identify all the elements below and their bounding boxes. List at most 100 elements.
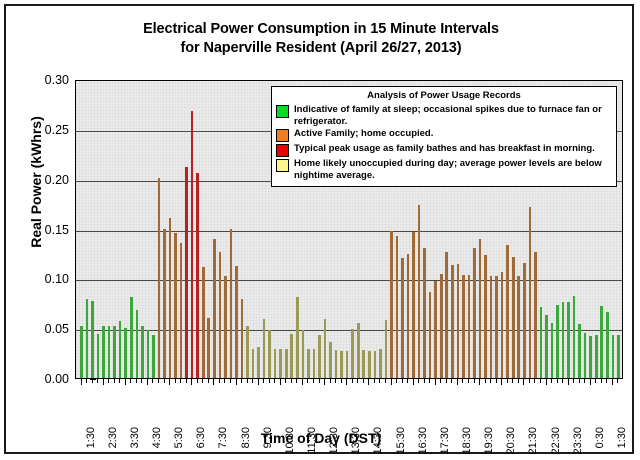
x-axis-tick-minor (268, 379, 270, 383)
y-axis-tick-label: 0.25 (44, 122, 69, 137)
x-axis-tick-minor (595, 379, 597, 383)
bar (334, 350, 338, 378)
x-axis-tick-minor (584, 379, 586, 383)
x-axis-tick-minor (91, 379, 93, 383)
bar (428, 292, 432, 378)
bar (257, 347, 260, 378)
x-axis-tick-major (169, 379, 171, 385)
y-axis-title: Real Power (kWhrs) (28, 116, 44, 248)
bar (279, 349, 283, 378)
x-axis-tick-minor (451, 379, 453, 383)
bar (412, 231, 415, 378)
x-axis-tick-minor (202, 379, 204, 383)
bar (85, 299, 89, 378)
bar (445, 252, 449, 378)
bar (417, 204, 421, 378)
x-axis-tick-minor (246, 379, 248, 383)
bar (268, 330, 271, 378)
y-axis-tick-label: 0.15 (44, 222, 69, 237)
x-axis-tick-major (501, 379, 503, 385)
bar (329, 342, 332, 378)
x-axis-tick-minor (468, 379, 469, 383)
bar (517, 276, 521, 378)
bar (467, 275, 471, 378)
bar (351, 329, 354, 378)
bar (318, 335, 321, 378)
bar (439, 274, 443, 378)
x-axis-tick-minor (263, 379, 265, 383)
x-axis-tick-major (80, 379, 82, 385)
bar (224, 276, 227, 378)
x-axis-tick-minor (445, 379, 447, 383)
x-axis-tick-minor (152, 379, 154, 383)
bar (484, 255, 487, 378)
x-axis-tick-minor (218, 379, 220, 383)
legend-color-swatch (276, 159, 289, 172)
x-axis-tick-major (257, 379, 259, 385)
x-axis-tick-minor (440, 379, 442, 383)
legend-item-label: Indicative of family at sleep; occasiona… (294, 104, 602, 127)
bar (550, 323, 554, 378)
x-axis-tick-minor (617, 379, 619, 383)
y-axis-tick-mark (90, 379, 96, 380)
bar (129, 297, 133, 378)
bar (107, 326, 111, 378)
x-axis-tick-major (235, 379, 237, 385)
bar (296, 297, 299, 378)
bar (307, 349, 310, 378)
bar (456, 264, 460, 378)
x-axis-tick-major (346, 379, 348, 385)
x-axis-tick-major (611, 379, 613, 385)
bar (273, 349, 277, 378)
bar (373, 351, 377, 378)
x-axis-tick-minor (490, 379, 492, 383)
bar-series (76, 81, 622, 378)
x-axis-tick-minor (562, 379, 564, 383)
bar (240, 299, 244, 378)
bar (135, 310, 139, 378)
bar (113, 326, 116, 378)
bar (451, 265, 454, 378)
legend-item: Home likely unoccupied during day; avera… (276, 158, 612, 181)
gridline (76, 330, 622, 332)
x-axis-tick-minor (119, 379, 121, 383)
chart-title: Electrical Power Consumption in 15 Minut… (6, 20, 636, 58)
bar (251, 349, 255, 378)
legend-item-label: Typical peak usage as family bathes and … (294, 143, 595, 154)
bar (606, 312, 609, 378)
bar (174, 232, 177, 378)
bar (179, 243, 183, 378)
x-axis-tick-minor (130, 379, 132, 383)
legend-items: Indicative of family at sleep; occasiona… (276, 104, 612, 181)
bar (583, 333, 587, 378)
bar (229, 228, 233, 378)
x-axis-tick-major (146, 379, 148, 385)
bar (473, 248, 476, 378)
y-axis-tick-label: 0.10 (44, 272, 69, 287)
y-axis-tick-label: 0.30 (44, 73, 69, 87)
gridline (76, 280, 622, 282)
bar (312, 349, 316, 378)
x-axis-tick-major (567, 379, 569, 385)
x-axis-tick-minor (578, 379, 580, 383)
legend-color-swatch (276, 105, 289, 118)
x-axis-tick-minor (86, 379, 88, 383)
legend: Analysis of Power Usage Records Indicati… (271, 86, 617, 187)
bar (102, 326, 105, 378)
bar (141, 326, 144, 378)
x-axis-tick-minor (180, 379, 182, 383)
bar (91, 301, 94, 378)
x-axis-tick-major (124, 379, 126, 385)
x-axis-tick-minor (407, 379, 409, 383)
legend-color-swatch (276, 129, 289, 142)
bar (80, 326, 83, 378)
x-axis-tick-minor (285, 379, 287, 383)
bar (401, 258, 404, 378)
x-axis-tick-minor (313, 379, 315, 383)
bar (556, 305, 559, 378)
x-axis-tick-major (324, 379, 326, 385)
x-axis-tick-minor (429, 379, 431, 383)
x-axis-tick-minor (539, 379, 541, 383)
chart-title-line-1: Electrical Power Consumption in 15 Minut… (143, 21, 499, 37)
x-axis-tick-major (589, 379, 591, 385)
